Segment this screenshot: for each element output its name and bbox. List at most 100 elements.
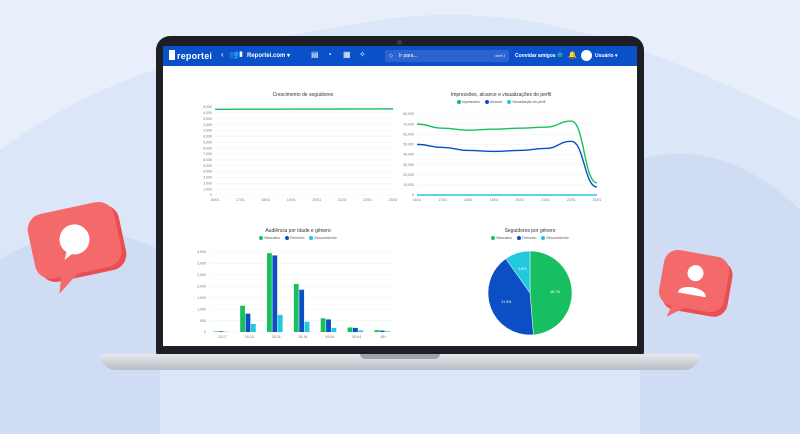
y-tick-label: 10,000 [403, 183, 414, 187]
user-label: Usuário [595, 53, 614, 59]
search-icon: ◇ [389, 53, 393, 59]
impressions-reach-svg: 80,000 70,000 60,000 50,000 40,000 30,000 20,0… [403, 112, 601, 202]
pie-slice-label: 9.8% [518, 267, 526, 271]
chat-bubble-icon [27, 201, 127, 294]
laptop-notch [360, 354, 440, 359]
y-tick-label: 1,500 [197, 296, 206, 300]
x-tick-label: 23/01 [389, 198, 398, 202]
x-tick-label: 22/01 [567, 198, 576, 202]
legend-reach[interactable]: Alcance [484, 100, 502, 104]
chart-legend: Masculino Feminino Desconhecido [193, 236, 403, 240]
chart-title: Impressões, alcance e visualizações do p… [450, 92, 552, 98]
sparkle-icon[interactable]: ✧ [359, 50, 366, 59]
legend-female[interactable]: Feminino [517, 236, 536, 240]
y-tick-label: 40,000 [403, 153, 414, 157]
pie-slice-Feminino [487, 258, 534, 336]
legend-female[interactable]: Feminino [285, 236, 304, 240]
bar-35-44-Desconhecido [304, 321, 310, 332]
bar-45-54-Masculino [320, 318, 326, 332]
chart-legend: Impressões Alcance Visualização do perfi… [401, 100, 601, 104]
bar-45-54-Feminino [326, 319, 331, 332]
audience-age-gender-chart: Audiência por idade e gênero Masculino F… [193, 228, 403, 344]
pie-slice-label: 48.7% [550, 290, 560, 294]
legend-male[interactable]: Masculino [259, 236, 280, 240]
impressions-reach-chart: Impressões, alcance e visualizações do p… [401, 92, 601, 204]
legend-impressions[interactable]: Impressões [456, 100, 480, 104]
followers-gender-svg: 48.7% 41.5% 9.8% [487, 250, 573, 336]
followers-growth-svg: 15,000 14,000 13,000 12,000 11,000 10,0009,00… [203, 105, 398, 202]
app-logo[interactable]: reportei [169, 50, 212, 61]
x-tick-label: 16/01 [413, 198, 422, 202]
series-line-1 [416, 120, 598, 184]
bar-18-24-Masculino [240, 305, 245, 332]
x-tick-label: 22/01 [363, 198, 372, 202]
y-tick-label: 11,000 [203, 129, 212, 133]
bar-55-64-Masculino [347, 327, 353, 332]
followers-gender-chart: Seguidores por gênero Masculino Feminino… [435, 228, 625, 344]
chart-title: Crescimento de seguidores [272, 92, 334, 98]
logo-mark-icon [169, 50, 175, 60]
bar-25-34-Desconhecido [277, 314, 283, 332]
invite-friends-button[interactable]: Convidar amigos [515, 53, 556, 59]
y-tick-label: 0 [412, 193, 414, 197]
bar-35-44-Masculino [293, 284, 299, 332]
top-navigation-bar: reportei ‹ 👥 ▮ Reportei.com ▾ ▤ ◔ ▦ ✧ ◇ … [163, 46, 637, 66]
y-tick-label: 5,000 [203, 164, 212, 168]
y-tick-label: 20,000 [403, 173, 414, 177]
audience-age-gender-svg: 3,500 3,000 2,500 2,000 1,500 1,000 500 0 13-17 1… [197, 250, 397, 339]
gauge-icon[interactable]: ◔ [327, 50, 332, 59]
x-tick-label: 21/01 [338, 198, 347, 202]
y-tick-label: 3,000 [197, 262, 206, 266]
x-tick-label: 19/01 [490, 198, 499, 202]
bar-65+-Desconhecido [385, 331, 391, 332]
series-line-2 [416, 140, 598, 188]
y-tick-label: 50,000 [403, 143, 414, 147]
y-tick-label: 7,000 [203, 152, 212, 156]
y-tick-label: 4,000 [203, 170, 212, 174]
y-tick-label: 500 [200, 319, 206, 323]
webcam [397, 40, 402, 45]
x-tick-label: 20/01 [312, 198, 321, 202]
legend-male[interactable]: Masculino [491, 236, 512, 240]
search-input[interactable]: ◇ Ir para... ctrl+J [385, 50, 509, 62]
x-tick-label: 19/01 [287, 198, 296, 202]
plus-icon[interactable]: ⊕ [557, 52, 563, 59]
y-tick-label: 10,000 [203, 135, 212, 139]
pie-slice-Desconhecido [505, 250, 531, 294]
legend-profile-views[interactable]: Visualização do perfil [507, 100, 545, 104]
user-menu[interactable]: Usuário ▾ [595, 53, 618, 59]
x-tick-label: 65+ [381, 335, 387, 339]
x-tick-label: 23/01 [593, 198, 601, 202]
x-tick-label: 18/01 [261, 198, 270, 202]
search-shortcut: ctrl+J [495, 53, 505, 58]
app-screen: reportei ‹ 👥 ▮ Reportei.com ▾ ▤ ◔ ▦ ✧ ◇ … [163, 46, 637, 346]
y-tick-label: 3,000 [203, 176, 212, 180]
x-tick-label: 20/01 [515, 198, 524, 202]
site-selector[interactable]: Reportei.com ▾ [247, 53, 291, 59]
avatar[interactable] [581, 50, 592, 61]
x-tick-label: 55-64 [352, 335, 361, 339]
bar-13-17-Feminino [218, 331, 224, 332]
bar-35-44-Feminino [299, 289, 305, 332]
bell-icon[interactable]: 🔔 [568, 52, 577, 59]
y-tick-label: 60,000 [403, 132, 414, 136]
bar-55-64-Desconhecido [358, 330, 364, 332]
x-tick-label: 13-17 [218, 335, 227, 339]
document-icon[interactable]: ▤ [311, 50, 319, 59]
bar-45-54-Desconhecido [331, 327, 337, 332]
users-icon[interactable]: 👥 [229, 50, 239, 59]
x-tick-label: 18-24 [245, 335, 254, 339]
bar-55-64-Feminino [352, 327, 358, 332]
search-placeholder: Ir para... [399, 53, 418, 59]
legend-unknown[interactable]: Desconhecido [541, 236, 569, 240]
y-tick-label: 1,000 [203, 187, 212, 191]
chevron-left-icon[interactable]: ‹ [221, 50, 224, 59]
legend-unknown[interactable]: Desconhecido [309, 236, 337, 240]
x-tick-label: 18/01 [464, 198, 473, 202]
bar-25-34-Feminino [272, 255, 278, 332]
grid-icon[interactable]: ▦ [343, 50, 351, 59]
y-tick-label: 12,000 [203, 123, 212, 127]
y-tick-label: 8,000 [203, 146, 212, 150]
y-tick-label: 0 [210, 193, 212, 197]
y-tick-label: 15,000 [203, 105, 212, 109]
